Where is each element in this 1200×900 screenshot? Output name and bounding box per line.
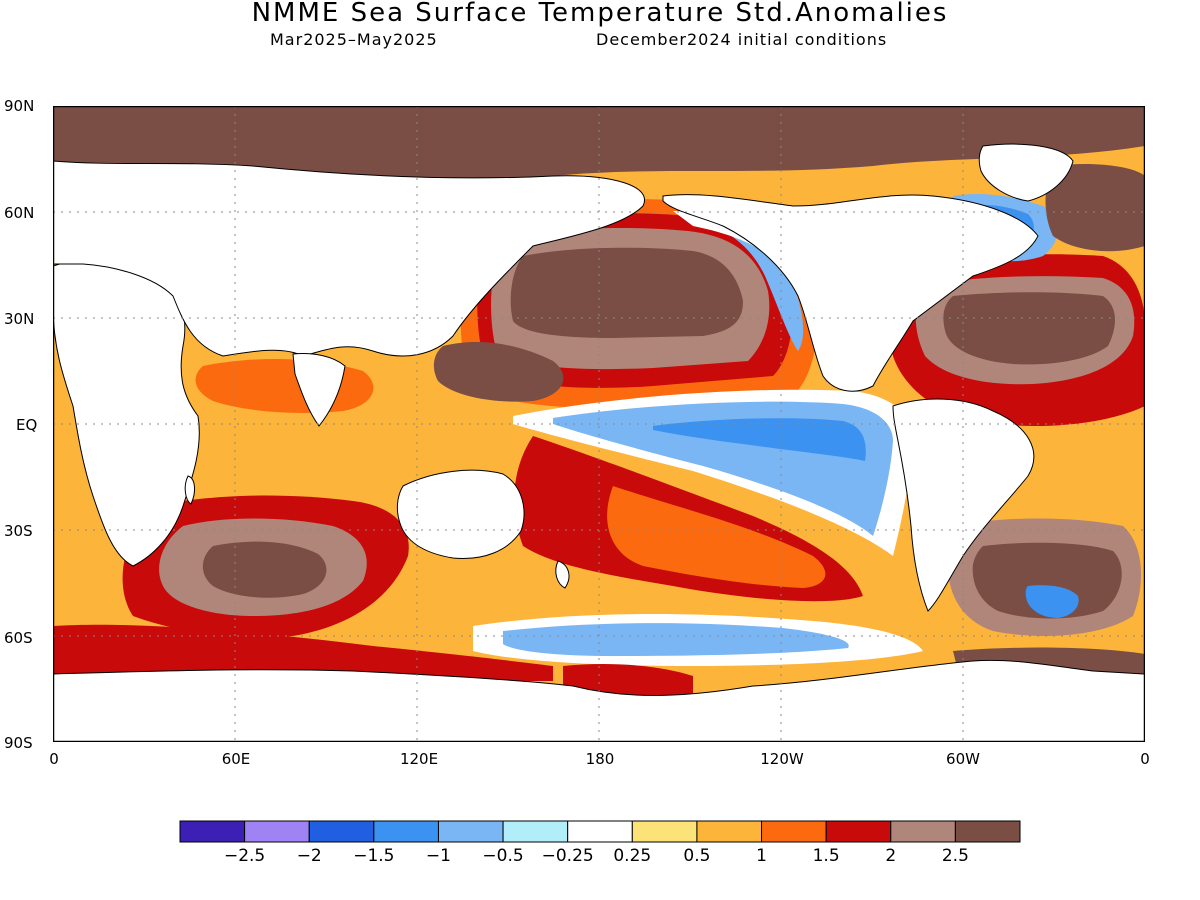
chart-title: NMME Sea Surface Temperature Std.Anomali… (251, 0, 949, 28)
wpacific-brown (433, 341, 564, 402)
initial-conditions: December2024 initial conditions (596, 30, 888, 49)
colorbar-box (179, 820, 246, 843)
lat-label-30n: 30N (4, 310, 35, 328)
colorbar-tick-label: −0.25 (541, 846, 594, 866)
colorbar-tick-label: −2.5 (223, 846, 266, 866)
colorbar-tick-label: 2 (885, 846, 897, 866)
lon-label-120w: 120W (760, 750, 804, 768)
eq-cold-blue (653, 418, 866, 461)
colorbar-tick-label: −1.5 (353, 846, 395, 866)
land-madagascar (184, 475, 196, 505)
lon-label-0-east: 0 (1140, 750, 1150, 768)
arctic-anomaly (53, 106, 1145, 178)
southern-ocean-red (53, 624, 553, 681)
land-eurasia (53, 160, 645, 357)
lat-label-90n: 90N (4, 97, 35, 115)
map-gridlines (53, 106, 1145, 742)
colorbar-box (696, 820, 763, 843)
colorbar-box (244, 820, 310, 843)
spacific-orange (607, 486, 826, 588)
colorbar-tick-label: 1.5 (812, 846, 840, 866)
lat-label-eq: EQ (16, 416, 38, 434)
land-north-america (662, 194, 1039, 392)
colorbar-box (825, 820, 892, 843)
natlantic-brown (943, 292, 1115, 365)
colorbar-box (567, 820, 633, 843)
colorbar (179, 820, 1021, 843)
colorbar-tick-label: −0.5 (482, 846, 524, 866)
ne-pacific-white (673, 211, 768, 256)
colorbar-box (373, 820, 439, 843)
colorbar-box (502, 820, 569, 843)
map-frame (53, 106, 1145, 742)
colorbar-tick-label: 1 (756, 846, 767, 866)
land-nz (555, 560, 570, 589)
land-india (292, 353, 346, 427)
land-greenland (978, 143, 1074, 202)
lon-label-0: 0 (49, 750, 59, 768)
colorbar-box (631, 820, 698, 843)
lon-label-60w: 60W (946, 750, 980, 768)
colorbar-tick-label: 0.25 (613, 846, 652, 866)
lon-label-120e: 120E (399, 750, 439, 768)
land-south-america (892, 398, 1035, 612)
colorbar-box (308, 820, 375, 843)
lat-label-90s: 90S (4, 734, 33, 752)
forecast-period: Mar2025–May2025 (270, 30, 438, 49)
sst-anomaly-map (53, 106, 1145, 742)
indian-ocean-brown (202, 541, 327, 598)
satlantic-blue (1025, 585, 1079, 618)
lat-label-30s: 30S (4, 522, 33, 540)
land-antarctica (53, 659, 1145, 742)
satlantic-brown (972, 542, 1122, 619)
land-australia (396, 469, 525, 560)
lon-label-180: 180 (585, 750, 615, 768)
lon-label-60e: 60E (221, 750, 251, 768)
colorbar-box (437, 820, 504, 843)
ross-sea-red (563, 664, 693, 696)
colorbar-box (890, 820, 956, 843)
colorbar-tick-label: 0.5 (683, 846, 711, 866)
colorbar-tick-label: −2 (296, 846, 322, 866)
colorbar-box (761, 820, 827, 843)
colorbar-tick-label: −1 (425, 846, 451, 866)
lat-label-60n: 60N (4, 204, 35, 222)
lat-label-60s: 60S (4, 629, 33, 647)
npacific-brown (510, 247, 743, 338)
colorbar-tick-label: 2.5 (941, 846, 969, 866)
colorbar-box (954, 820, 1021, 843)
southern-ocean-lightblue (503, 623, 849, 656)
north-atlantic-brown (1045, 164, 1145, 252)
